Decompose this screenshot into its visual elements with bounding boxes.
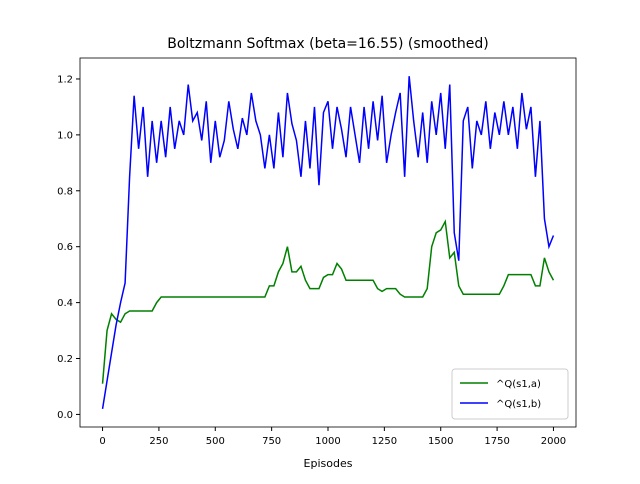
y-tick-label: 0.4: [57, 298, 73, 309]
y-tick-label: 0.6: [57, 242, 73, 253]
x-tick-label: 2000: [541, 436, 566, 447]
plot-frame: [79, 57, 577, 428]
series-line: [101, 219, 555, 384]
y-tick-label: 0.2: [57, 354, 73, 365]
x-axis-label: Episodes: [304, 457, 353, 470]
legend-box: [451, 368, 569, 420]
x-tick-label: 750: [262, 436, 281, 447]
y-tick-label: 0.0: [57, 410, 73, 421]
x-tick-label: 1250: [372, 436, 397, 447]
chart-title: Boltzmann Softmax (beta=16.55) (smoothed…: [167, 36, 489, 52]
series-line: [101, 76, 555, 409]
x-tick-label: 0: [99, 436, 105, 447]
y-tick-label: 1.0: [57, 130, 73, 141]
legend-label: ^Q(s1,b): [496, 399, 541, 410]
x-tick-label: 1750: [484, 436, 509, 447]
x-tick-label: 500: [206, 436, 225, 447]
x-tick-label: 1000: [315, 436, 340, 447]
y-tick-label: 0.8: [57, 186, 73, 197]
x-tick-label: 1500: [428, 436, 453, 447]
legend-label: ^Q(s1,a): [496, 379, 541, 390]
x-tick-label: 250: [149, 436, 168, 447]
y-tick-label: 1.2: [57, 74, 73, 85]
